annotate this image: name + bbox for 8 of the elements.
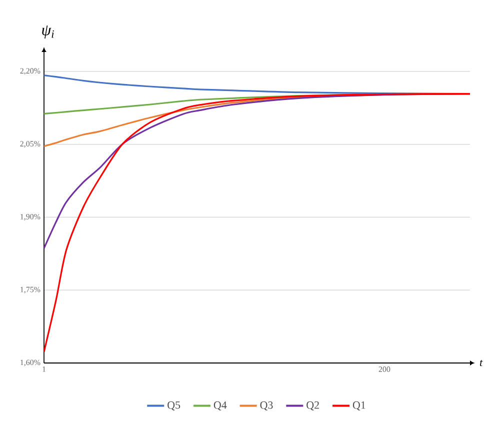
legend-label: Q2 <box>306 401 319 410</box>
legend-label: Q5 <box>168 401 180 410</box>
legend-label: Q1 <box>352 401 366 410</box>
legend-label: Q3 <box>260 401 273 410</box>
x-axis-title: t <box>480 360 483 366</box>
y-axis-title: ψ$_{i}$ <box>42 26 54 39</box>
legend-label: Q4 <box>214 401 227 410</box>
line-series <box>44 92 470 353</box>
